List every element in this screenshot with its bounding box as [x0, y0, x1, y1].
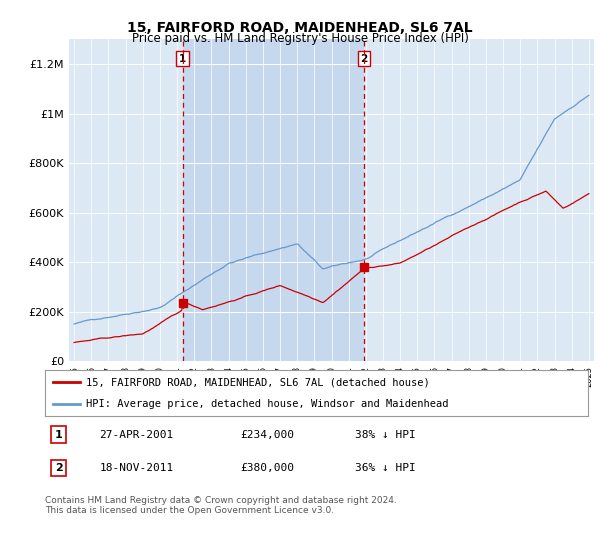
- Text: HPI: Average price, detached house, Windsor and Maidenhead: HPI: Average price, detached house, Wind…: [86, 399, 448, 409]
- Text: 36% ↓ HPI: 36% ↓ HPI: [355, 463, 415, 473]
- Text: 2: 2: [55, 463, 62, 473]
- Text: 1: 1: [55, 430, 62, 440]
- Text: Price paid vs. HM Land Registry's House Price Index (HPI): Price paid vs. HM Land Registry's House …: [131, 32, 469, 45]
- Text: 18-NOV-2011: 18-NOV-2011: [100, 463, 173, 473]
- Text: Contains HM Land Registry data © Crown copyright and database right 2024.
This d: Contains HM Land Registry data © Crown c…: [45, 496, 397, 515]
- Bar: [182, 39, 364, 361]
- Text: 1: 1: [179, 54, 186, 63]
- Text: 38% ↓ HPI: 38% ↓ HPI: [355, 430, 415, 440]
- Text: £234,000: £234,000: [241, 430, 295, 440]
- Text: 2: 2: [361, 54, 368, 63]
- Text: 27-APR-2001: 27-APR-2001: [100, 430, 173, 440]
- Text: 15, FAIRFORD ROAD, MAIDENHEAD, SL6 7AL (detached house): 15, FAIRFORD ROAD, MAIDENHEAD, SL6 7AL (…: [86, 377, 430, 388]
- Text: 15, FAIRFORD ROAD, MAIDENHEAD, SL6 7AL: 15, FAIRFORD ROAD, MAIDENHEAD, SL6 7AL: [127, 21, 473, 35]
- Text: £380,000: £380,000: [241, 463, 295, 473]
